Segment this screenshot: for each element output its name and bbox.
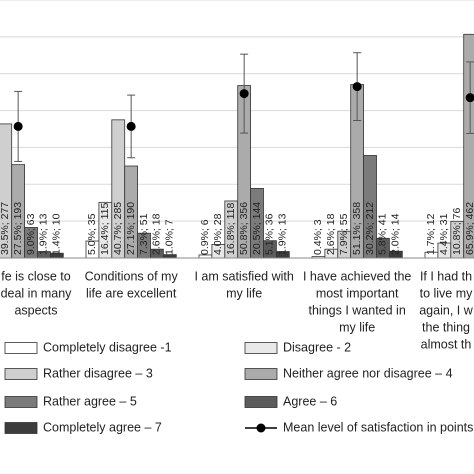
data-label: 39.5%; 277 bbox=[0, 202, 11, 255]
mean-point bbox=[352, 82, 362, 92]
data-label: 1.9%; 13 bbox=[38, 213, 50, 255]
legend-swatch bbox=[4, 342, 38, 354]
data-label: 1.4%; 10 bbox=[51, 213, 63, 255]
data-label: 30.2%; 212 bbox=[364, 202, 376, 255]
mean-point bbox=[465, 93, 474, 103]
data-label: 4.4%; 31 bbox=[438, 213, 450, 255]
data-label: 7.9%; 55 bbox=[338, 213, 350, 255]
data-label: 20.5%; 144 bbox=[251, 202, 263, 255]
data-label: 7.3%; 51 bbox=[138, 213, 150, 255]
data-label: 51.1%; 358 bbox=[351, 202, 363, 255]
legend-swatch bbox=[244, 368, 278, 380]
data-label: 40.7%; 285 bbox=[112, 202, 124, 255]
category-label: aspects bbox=[14, 303, 57, 317]
mean-point bbox=[126, 121, 136, 131]
data-label: 1.7%; 12 bbox=[425, 213, 437, 255]
category-label: the thing bbox=[422, 320, 470, 334]
data-label: 2.6%; 18 bbox=[325, 213, 337, 255]
legend-swatch bbox=[4, 368, 38, 380]
data-label: 27.5%; 193 bbox=[12, 202, 24, 255]
category-label: most important bbox=[316, 286, 399, 300]
legend-label: Disagree - 2 bbox=[283, 340, 351, 354]
legend-swatch bbox=[4, 422, 38, 434]
data-label: 16.8%; 118 bbox=[225, 202, 237, 255]
legend-label: Rather disagree – 3 bbox=[43, 366, 153, 380]
mean-point bbox=[239, 89, 249, 99]
data-label: 1.0%; 7 bbox=[164, 219, 176, 255]
legend-label: Agree – 6 bbox=[283, 394, 337, 408]
data-label: 65.9%; 462 bbox=[464, 202, 474, 255]
data-label: 5.1%; 36 bbox=[264, 213, 276, 255]
category-label: my life bbox=[226, 286, 262, 300]
data-label: 0.4%; 3 bbox=[312, 219, 324, 255]
data-label: 1.9%; 13 bbox=[277, 213, 289, 255]
data-label: 2.0%; 14 bbox=[390, 213, 402, 255]
legend-swatch bbox=[4, 396, 38, 408]
category-label: If I had th bbox=[420, 269, 472, 283]
data-label: 50.8%; 356 bbox=[238, 202, 250, 255]
legend-label: Neither agree nor disagree – 4 bbox=[283, 366, 453, 380]
data-label: 9.0%; 63 bbox=[25, 213, 37, 255]
category-label: I have achieved the bbox=[303, 269, 411, 283]
data-label: 5.8%; 41 bbox=[377, 213, 389, 255]
data-label: 4.0%; 28 bbox=[212, 213, 224, 255]
category-label: I am satisfied with bbox=[194, 269, 293, 283]
legend-label: Rather agree – 5 bbox=[43, 394, 137, 408]
category-label: deal in many bbox=[1, 286, 73, 300]
data-label: 0.9%; 6 bbox=[199, 219, 211, 255]
category-label: fe is close to bbox=[1, 269, 71, 283]
data-label: 10.8%; 76 bbox=[451, 208, 463, 255]
legend-label: Mean level of satisfaction in points bbox=[283, 420, 473, 434]
category-label: almost th bbox=[421, 337, 472, 351]
data-label: 27.1%; 190 bbox=[125, 202, 137, 255]
category-label: Conditions of my bbox=[85, 269, 179, 283]
legend-label: Completely agree – 7 bbox=[43, 420, 162, 434]
legend-swatch bbox=[244, 342, 278, 354]
data-label: 2.6%; 18 bbox=[151, 213, 163, 255]
data-label: 16.4%; 115 bbox=[99, 202, 111, 255]
legend-label: Completely disagree -1 bbox=[43, 340, 172, 354]
legend-swatch bbox=[244, 396, 278, 408]
category-label: to live my bbox=[420, 286, 474, 300]
category-label: again, I w bbox=[419, 303, 473, 317]
category-label: life are excellent bbox=[86, 286, 177, 300]
data-label: 5.0%; 35 bbox=[86, 213, 98, 255]
legend-marker bbox=[256, 423, 266, 433]
category-label: my life bbox=[339, 320, 375, 334]
category-label: things I wanted in bbox=[309, 303, 406, 317]
mean-point bbox=[13, 121, 23, 131]
